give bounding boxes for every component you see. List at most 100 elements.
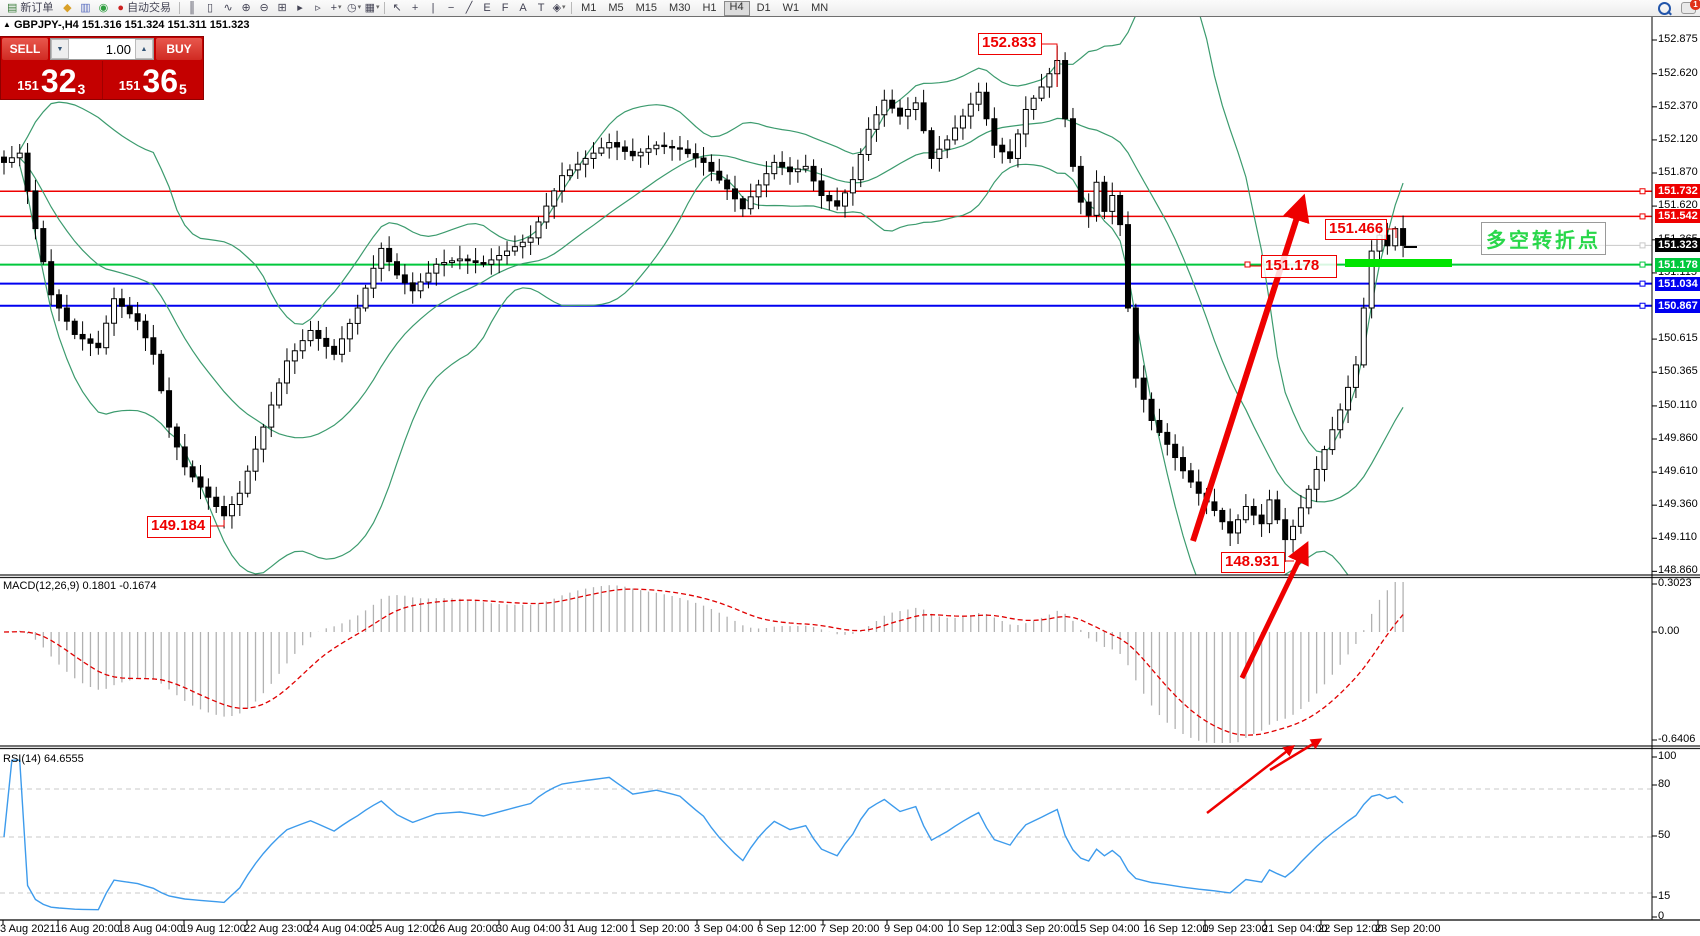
symbol-ohlc-line: ▲ GBPJPY-,H4 151.316 151.324 151.311 151… [3,19,249,31]
candle-body [1250,505,1257,516]
candle-body [1360,307,1367,366]
candle-body [1297,507,1304,527]
new-order-button[interactable]: ▤ 新订单 [7,2,54,14]
candle-body [889,99,896,109]
zoom-in-icon[interactable]: ⊕ [241,2,251,14]
chart-shift-icon[interactable]: ▹ [315,2,321,14]
volume-field[interactable]: ▼ 1.00 ▲ [50,38,154,60]
indicators-add-icon[interactable]: + ▾ [330,2,342,14]
candle-body [1140,377,1147,400]
text-icon[interactable]: A [519,2,527,14]
candle-body [645,148,652,153]
auto-scroll-icon[interactable]: ▸ [297,2,303,14]
candle-body [794,168,801,173]
candle-body [244,470,251,494]
candle-body [1148,398,1155,421]
candle-body [1219,509,1226,523]
timeframe-w1[interactable]: W1 [782,1,800,14]
timeframe-d1[interactable]: D1 [756,1,771,14]
chart-canvas[interactable] [0,17,1700,936]
timeframe-h1[interactable]: H1 [702,1,717,14]
candle-body [111,298,118,324]
tile-windows-icon[interactable]: ⊞ [277,2,287,14]
trendline-icon[interactable]: ╱ [465,2,473,14]
vertical-line-icon[interactable]: | [431,2,435,14]
candle-body [834,200,841,207]
candle-body [653,144,660,150]
arrows-tool-icon[interactable]: ◈ ▾ [552,2,566,14]
candle-body [566,169,573,177]
trend-arrow [1190,193,1310,542]
candle-body [291,350,298,362]
auto-trading-button[interactable]: ● 自动交易 [117,2,172,14]
search-icon[interactable] [1658,1,1671,15]
zoom-out-icon[interactable]: ⊖ [259,2,269,14]
candle-body [755,184,762,198]
candle-body [1352,364,1359,388]
bollinger-bands [19,17,1404,575]
candlestick-chart-icon[interactable]: ▯ [207,2,214,14]
candle-body [802,165,809,170]
timeframe-h4[interactable]: H4 [723,0,750,16]
sell-button[interactable]: SELL [2,38,48,60]
timeframe-mn[interactable]: MN [811,1,829,14]
equidistant-channel-icon[interactable]: E [483,2,491,14]
timeframe-m15[interactable]: M15 [635,1,658,14]
templates-icon[interactable]: ▦ ▾ [364,2,380,14]
candle-body [221,505,228,517]
bar-chart-icon[interactable]: ║ [188,2,196,14]
dropdown-caret-icon: ▾ [562,4,566,11]
candle-body [779,161,786,168]
buy-price[interactable]: 151 36 5 [101,61,204,99]
chat-icon[interactable]: 1 [1681,0,1700,14]
line-chart-icon[interactable]: ∿ [223,2,233,14]
marketwatch-icon[interactable]: ◆ [63,2,72,14]
level-anchor-marker [1639,213,1646,220]
candle-body [1085,201,1092,216]
data-window-icon[interactable]: ▥ [80,2,91,14]
candle-body [747,196,754,210]
horizontal-line-icon[interactable]: − [447,2,455,14]
volume-value[interactable]: 1.00 [105,41,131,57]
timeframe-m30[interactable]: M30 [669,1,691,14]
macd-histogram [11,582,1404,743]
candle-body [1014,133,1021,159]
trend-arrow [1239,541,1309,680]
signals-icon[interactable]: ◉ [98,2,109,14]
candle-body [1077,165,1084,203]
candle-body [1046,73,1053,88]
crosshair-icon[interactable]: + [411,2,419,14]
collapse-triangle-icon[interactable]: ▲ [3,20,11,29]
candle-body [716,170,723,181]
candle-body [1400,228,1407,246]
candle-body [724,179,731,190]
candle-body [1124,224,1131,309]
candle-body [1172,443,1179,459]
periods-icon[interactable]: ◷ ▾ [347,2,362,14]
candle-body [354,307,361,324]
candle-body [1274,499,1281,521]
chat-badge: 1 [1690,0,1700,10]
candle-body [818,180,825,196]
buy-button[interactable]: BUY [156,38,202,60]
candle-body [1282,519,1289,541]
candle-body [433,263,440,274]
candle-body [331,345,338,355]
candle-body [551,190,558,207]
timeframe-m1[interactable]: M1 [581,1,597,14]
candle-body [1195,481,1202,494]
candle-body [944,139,951,150]
text-label-icon[interactable]: T [537,2,545,14]
price-level-lines [0,188,1652,309]
sell-price[interactable]: 151 32 3 [1,61,102,99]
timeframe-m5[interactable]: M5 [608,1,624,14]
cursor-icon[interactable]: ↖ [392,2,402,14]
candle-body [189,466,196,478]
volume-decrease-button[interactable]: ▼ [51,39,69,59]
fibonacci-icon[interactable]: F [501,2,509,14]
candle-body [181,446,188,468]
candle-body [260,426,267,450]
volume-increase-button[interactable]: ▲ [135,39,153,59]
candle-body [1345,386,1352,411]
bollinger-lower-band [19,163,1349,575]
